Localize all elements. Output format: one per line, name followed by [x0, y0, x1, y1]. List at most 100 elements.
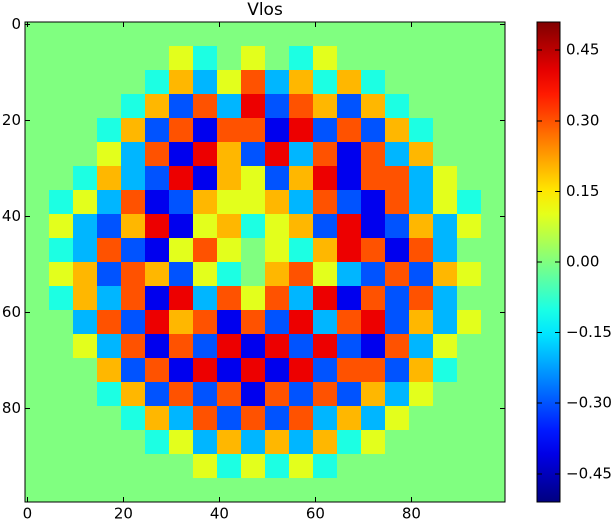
- heat-cell: [121, 142, 146, 167]
- heat-cell: [145, 478, 170, 503]
- heat-cell: [97, 142, 122, 167]
- heat-cell: [49, 118, 74, 143]
- x-tick-label: 40: [210, 505, 229, 520]
- heat-cell: [385, 454, 410, 479]
- heat-cell: [481, 94, 506, 119]
- heat-cell: [481, 118, 506, 143]
- heat-cell: [145, 454, 170, 479]
- heat-cell: [97, 286, 122, 311]
- heat-cell: [457, 46, 482, 71]
- heat-cell: [73, 406, 98, 431]
- heat-cell: [217, 310, 242, 335]
- heat-cell: [49, 454, 74, 479]
- heat-cell: [73, 382, 98, 407]
- heat-cell: [337, 262, 362, 287]
- heat-cell: [193, 190, 218, 215]
- heat-cell: [49, 22, 74, 47]
- heat-cell: [97, 406, 122, 431]
- heat-cell: [217, 334, 242, 359]
- heat-cell: [73, 22, 98, 47]
- heat-cell: [313, 118, 338, 143]
- heat-cell: [217, 22, 242, 47]
- heat-cell: [25, 406, 50, 431]
- heat-cell: [265, 238, 290, 263]
- heat-cell: [457, 214, 482, 239]
- heat-cell: [145, 190, 170, 215]
- heat-cell: [361, 238, 386, 263]
- heat-cell: [265, 406, 290, 431]
- heat-cell: [145, 286, 170, 311]
- heat-cell: [481, 70, 506, 95]
- heat-cell: [121, 454, 146, 479]
- heat-cell: [121, 286, 146, 311]
- heat-cell: [337, 94, 362, 119]
- heat-cell: [433, 94, 458, 119]
- heat-cell: [217, 214, 242, 239]
- heat-cell: [25, 214, 50, 239]
- heat-cell: [481, 382, 506, 407]
- heat-cell: [313, 334, 338, 359]
- heat-cell: [361, 22, 386, 47]
- heat-cell: [145, 142, 170, 167]
- heat-cell: [121, 94, 146, 119]
- heat-cell: [361, 46, 386, 71]
- heat-cell: [145, 310, 170, 335]
- heat-cell: [25, 166, 50, 191]
- heat-cell: [25, 334, 50, 359]
- heat-cell: [193, 334, 218, 359]
- heat-cell: [337, 382, 362, 407]
- heat-cell: [457, 166, 482, 191]
- heat-cell: [169, 430, 194, 455]
- heat-cell: [97, 358, 122, 383]
- heat-cell: [193, 382, 218, 407]
- heat-cell: [481, 430, 506, 455]
- heat-cell: [169, 406, 194, 431]
- x-tick-label: 60: [306, 505, 325, 520]
- heat-cell: [49, 430, 74, 455]
- heat-cell: [337, 478, 362, 503]
- heat-cell: [193, 406, 218, 431]
- heat-cell: [193, 454, 218, 479]
- heat-cell: [193, 310, 218, 335]
- heat-cell: [241, 454, 266, 479]
- heat-cell: [385, 334, 410, 359]
- heat-cell: [121, 406, 146, 431]
- heat-cell: [481, 238, 506, 263]
- heat-cell: [409, 190, 434, 215]
- heat-cell: [409, 46, 434, 71]
- heat-cell: [25, 142, 50, 167]
- heat-cell: [49, 358, 74, 383]
- heat-cell: [385, 22, 410, 47]
- heat-cell: [25, 190, 50, 215]
- heat-cell: [337, 454, 362, 479]
- heat-cell: [73, 358, 98, 383]
- heat-cell: [385, 382, 410, 407]
- heat-cell: [361, 166, 386, 191]
- heat-cell: [49, 166, 74, 191]
- heat-cell: [49, 286, 74, 311]
- plot-frame: [24, 21, 506, 503]
- heat-cell: [145, 262, 170, 287]
- heat-cell: [241, 22, 266, 47]
- heat-cell: [25, 310, 50, 335]
- heat-cell: [313, 310, 338, 335]
- heat-cell: [481, 406, 506, 431]
- heat-cell: [217, 358, 242, 383]
- heat-cell: [385, 262, 410, 287]
- heat-cell: [97, 310, 122, 335]
- heat-cell: [169, 190, 194, 215]
- heat-cell: [289, 430, 314, 455]
- heat-cell: [289, 118, 314, 143]
- heat-cell: [289, 454, 314, 479]
- heat-cell: [25, 478, 50, 503]
- heat-cell: [337, 46, 362, 71]
- heat-cell: [409, 430, 434, 455]
- heat-cell: [97, 214, 122, 239]
- heat-cell: [385, 478, 410, 503]
- heat-cell: [145, 358, 170, 383]
- heat-cell: [193, 214, 218, 239]
- heat-cell: [313, 478, 338, 503]
- heat-cell: [265, 94, 290, 119]
- heat-cell: [145, 46, 170, 71]
- heat-cell: [385, 46, 410, 71]
